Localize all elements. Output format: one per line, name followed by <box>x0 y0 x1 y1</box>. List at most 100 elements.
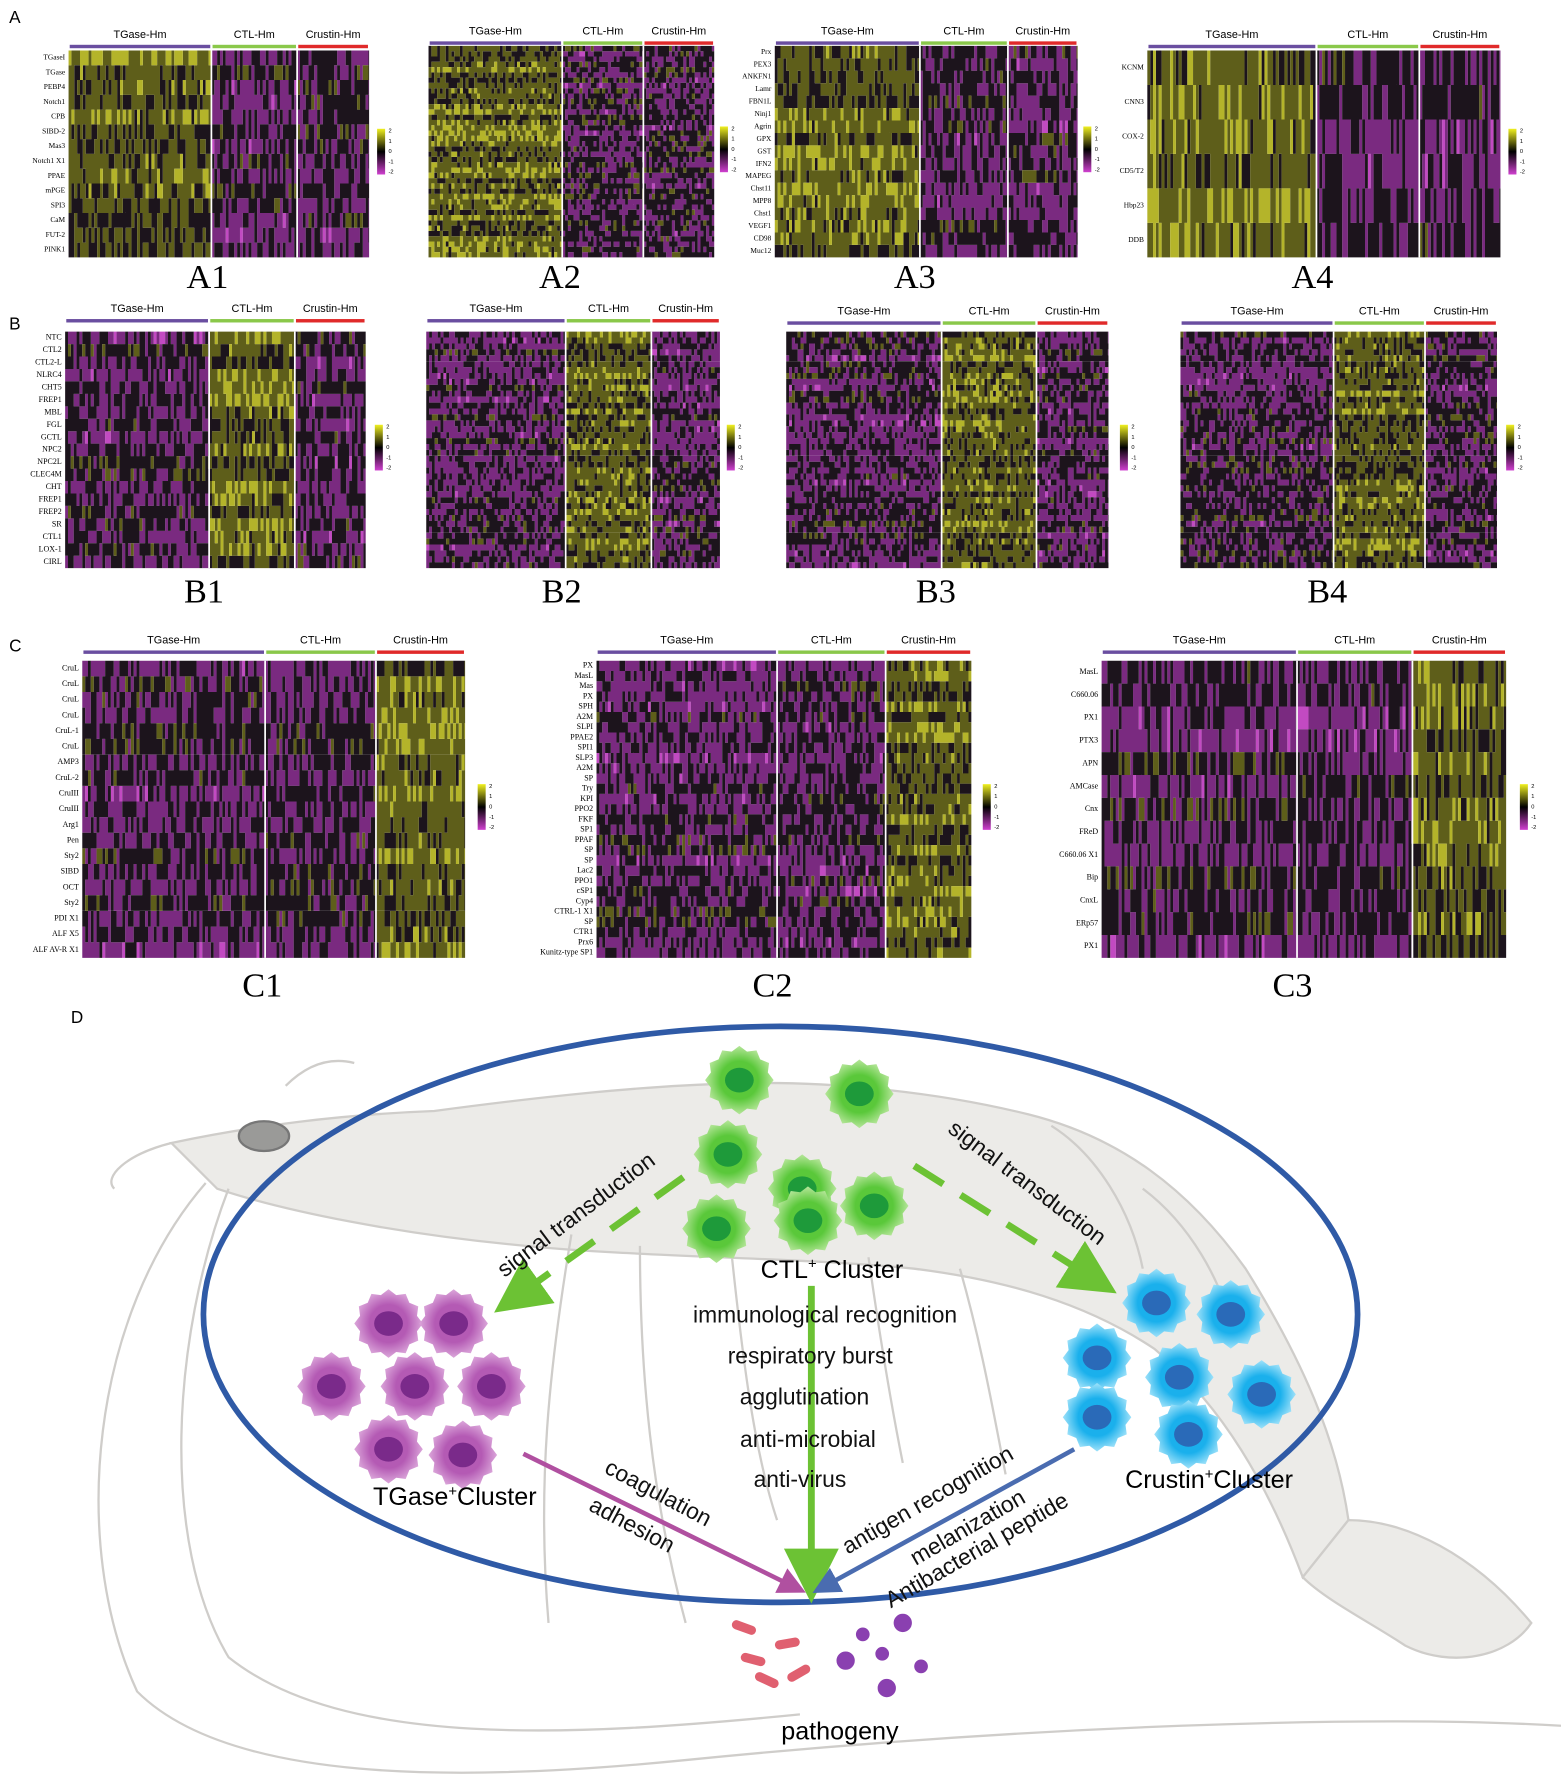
heatmap-cells <box>1180 331 1498 569</box>
gene-label: VEGF1 <box>748 221 771 230</box>
color-scale <box>1508 128 1517 175</box>
scale-tick-label: -2 <box>1531 825 1536 831</box>
heatmap-cells <box>1333 331 1426 569</box>
group-label: TGase-Hm <box>469 26 522 38</box>
heatmap-cells <box>1180 331 1498 569</box>
scale-tick-label: 0 <box>731 147 734 153</box>
scale-tick-label: -2 <box>1520 170 1525 176</box>
cluster-label: CTL+ Cluster <box>761 1256 904 1284</box>
gene-label: CruIII <box>59 788 79 797</box>
gene-label: NPC2 <box>42 445 62 454</box>
scale-tick-label: -2 <box>1518 466 1523 472</box>
nucleus <box>859 1193 889 1219</box>
scale-tick-label: 2 <box>389 129 392 135</box>
group-bar <box>787 321 941 325</box>
color-scale <box>982 784 991 830</box>
scale-tick-label: 0 <box>1131 445 1134 451</box>
scale-tick-label: -2 <box>738 466 743 472</box>
gene-label: Mas3 <box>49 141 66 150</box>
heatmap-cells <box>596 660 886 958</box>
gene-label: SLP3 <box>575 753 593 762</box>
color-scale <box>726 424 735 471</box>
scale-tick-label: -1 <box>738 455 743 461</box>
gene-label: AMP3 <box>58 757 79 766</box>
panel-label: C1 <box>242 967 282 1005</box>
group-bar <box>652 319 719 323</box>
group-bar <box>83 650 264 654</box>
gene-label: GST <box>757 146 771 155</box>
group-label: TGase-Hm <box>469 303 522 315</box>
group-label: Crustin-Hm <box>303 303 358 315</box>
panel-label: A2 <box>539 258 581 296</box>
group-bar <box>295 319 365 323</box>
heatmap-panel: TGase-Hm CTL-Hm Crustin-Hm CruL CruL CruL CruL… <box>33 635 494 1005</box>
gene-label: Chst1 <box>754 209 772 218</box>
gene-label: CruL <box>62 710 79 719</box>
scale-tick-label: 2 <box>1131 425 1134 431</box>
scale-tick-label: 2 <box>1520 129 1523 135</box>
cluster-name: Crustin <box>1125 1466 1205 1494</box>
scale-tick-label: 1 <box>1520 139 1523 145</box>
group-bar <box>1037 321 1108 325</box>
heatmap-cells <box>1316 50 1501 258</box>
group-label: Crustin-Hm <box>306 29 361 41</box>
gene-label: CTL1 <box>43 532 62 541</box>
cluster-name: CTL <box>761 1256 808 1284</box>
gene-label: C660.06 X1 <box>1059 850 1098 859</box>
gene-label: Muc12 <box>750 246 771 255</box>
gene-label: CnxL <box>1080 896 1098 905</box>
gene-label: SP1 <box>580 825 593 834</box>
gene-label: SP <box>584 773 593 782</box>
scale-tick-label: -2 <box>389 170 394 176</box>
gene-label: TGaseI <box>43 53 65 62</box>
gene-label: NPC2L <box>37 457 62 466</box>
gene-label: FREP2 <box>39 507 62 516</box>
scale-tick-label: 0 <box>1520 149 1523 155</box>
scale-tick-label: 1 <box>489 794 492 800</box>
gene-label: Notch1 X1 <box>32 156 65 165</box>
gene-label: Kunitz-type SP1 <box>540 948 593 957</box>
heatmap-cells <box>1147 50 1317 258</box>
color-scale <box>477 784 486 830</box>
group-label: Crustin-Hm <box>393 635 448 647</box>
gene-label: COX-2 <box>1122 131 1144 140</box>
gene-label: KPI <box>580 794 593 803</box>
nucleus <box>1082 1345 1112 1371</box>
gene-label: CNN3 <box>1125 97 1145 106</box>
group-label: Crustin-Hm <box>1432 635 1487 647</box>
group-bar <box>1181 321 1333 325</box>
scale-tick-label: 2 <box>1095 126 1098 132</box>
group-label: CTL-Hm <box>1347 29 1388 41</box>
scale-tick-label: 0 <box>994 805 997 811</box>
scale-tick-label: 2 <box>1531 784 1534 790</box>
gene-label: Bip <box>1087 873 1099 882</box>
gene-label: MasL <box>574 671 593 680</box>
group-label: Crustin-Hm <box>651 26 706 38</box>
nucleus <box>713 1142 743 1167</box>
arrow <box>494 1174 686 1313</box>
heatmap-cells <box>82 660 376 958</box>
scale-tick-label: 2 <box>994 784 997 790</box>
group-label: Crustin-Hm <box>1434 305 1489 317</box>
gene-label: ERp57 <box>1076 918 1098 927</box>
gene-label: SPI3 <box>51 200 66 209</box>
nucleus <box>1174 1422 1203 1447</box>
group-bar <box>1334 321 1424 325</box>
heatmap-cells <box>65 331 366 569</box>
group-bar <box>644 41 714 45</box>
gene-label: LOX-1 <box>39 544 62 553</box>
gene-label: CaM <box>50 215 65 224</box>
group-label: TGase-Hm <box>837 305 890 317</box>
heatmap-cells <box>786 331 1109 569</box>
color-scale <box>377 128 386 175</box>
heatmap-cells <box>428 61 563 258</box>
gene-label: SP <box>584 917 593 926</box>
gene-label: MasL <box>1080 667 1099 676</box>
function-label: anti-virus <box>754 1466 847 1492</box>
group-label: TGase-Hm <box>147 635 200 647</box>
gene-label: TGase <box>46 67 66 76</box>
heatmap-cells <box>1412 660 1504 935</box>
gene-label: ALF AV-R X1 <box>33 945 79 954</box>
group-bar <box>427 319 565 323</box>
cells <box>297 1045 1296 1490</box>
